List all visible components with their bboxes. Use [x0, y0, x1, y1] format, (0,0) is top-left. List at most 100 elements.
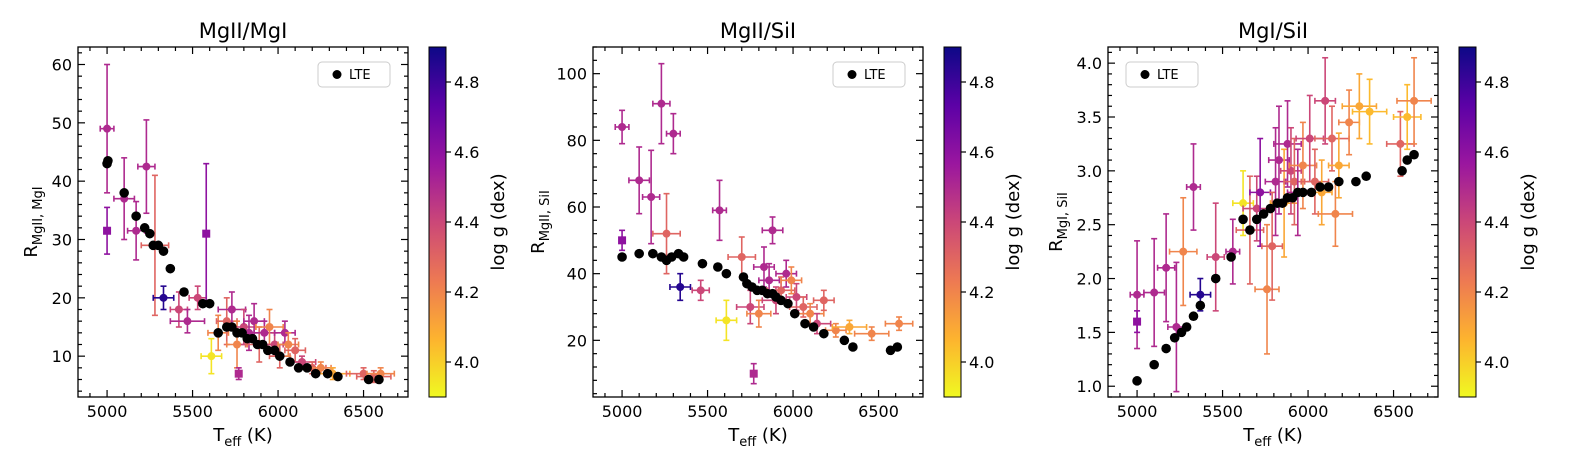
data-point [1239, 199, 1248, 208]
y-tick-label: 60 [567, 198, 587, 217]
lte-point [1245, 225, 1255, 235]
lte-point [1351, 176, 1361, 187]
lte-point [131, 211, 141, 221]
data-point [845, 323, 854, 331]
colorbar-tick-label: 4.0 [454, 353, 479, 372]
data-point [1211, 253, 1220, 261]
colorbar-tick-label: 4.8 [1484, 73, 1509, 92]
data-point [777, 286, 786, 295]
data-point-square [618, 236, 627, 245]
lte-point [1306, 187, 1317, 198]
y-tick-label: 30 [52, 231, 72, 250]
lte-point [1334, 176, 1344, 187]
data-point [867, 329, 876, 338]
x-tick-label: 6000 [773, 402, 814, 421]
colorbar: log g (dex) 4.0 4.2 4.4 4.6 4.8 [943, 46, 1024, 398]
plot-area [99, 63, 396, 385]
lte-point [1397, 166, 1407, 176]
x-axis-label-main: T [1242, 425, 1255, 446]
data-point [676, 283, 685, 291]
data-point [831, 326, 840, 335]
lte-point [158, 246, 169, 256]
colorbar-tick-label: 4.6 [969, 143, 994, 162]
lte-point [285, 357, 295, 367]
x-axis-label-unit: (K) [756, 425, 788, 446]
data-point [1274, 156, 1283, 165]
lte-point [1258, 209, 1269, 219]
colorbar-gradient [943, 46, 962, 398]
data-point [669, 129, 678, 138]
colorbar-label: log g (dex) [1003, 173, 1024, 270]
y-axis-label-main: R [528, 241, 549, 254]
plot-area [614, 62, 914, 385]
lte-point [363, 374, 374, 385]
data-point [782, 269, 791, 278]
legend-box [832, 61, 906, 88]
data-point [103, 124, 112, 133]
data-point [132, 226, 141, 235]
y-tick-label: 20 [52, 289, 72, 308]
data-point [759, 263, 768, 271]
data-point [768, 226, 777, 235]
plot-frame [1107, 46, 1439, 398]
data-point [291, 346, 300, 355]
legend-box [1125, 61, 1199, 88]
y-tick-label: 10 [52, 347, 72, 366]
x-axis-label-main: T [212, 425, 225, 446]
lte-point [1210, 273, 1221, 284]
data-point [193, 293, 202, 302]
y-tick-label: 40 [567, 265, 587, 284]
data-point [1334, 161, 1343, 170]
data-point [765, 276, 774, 285]
data-point [1321, 96, 1330, 105]
data-point [1179, 247, 1188, 256]
data-point [233, 340, 242, 349]
y-tick-label: 40 [52, 172, 72, 191]
colorbar-gradient [428, 46, 447, 398]
data-point-square [749, 369, 758, 378]
data-point [1252, 204, 1261, 213]
lte-point [1149, 359, 1159, 370]
data-point-square [103, 226, 112, 235]
y-axis-label-main: R [1046, 239, 1067, 252]
colorbar-tick-label: 4.2 [969, 283, 994, 302]
data-point [787, 276, 796, 285]
data-point [806, 309, 815, 318]
x-axis-label-main: T [727, 425, 740, 446]
lte-point [634, 248, 644, 259]
lte-point [808, 322, 819, 332]
data-point [227, 305, 236, 314]
y-tick-label: 100 [556, 65, 587, 84]
lte-point [103, 155, 113, 166]
data-point [174, 305, 183, 314]
data-point [746, 303, 755, 311]
colorbar-label: log g (dex) [1518, 173, 1539, 270]
y-tick-label: 80 [567, 131, 587, 150]
lte-point [119, 188, 129, 198]
colorbar-tick-label: 4.4 [969, 213, 994, 232]
lte-point [1361, 171, 1371, 182]
data-point [316, 363, 325, 372]
data-point-square [234, 369, 243, 378]
lte-point [1181, 322, 1192, 332]
data-point [1189, 183, 1198, 191]
data-point-square [202, 229, 211, 238]
lte-point [1409, 149, 1419, 160]
lte-point [1238, 214, 1248, 225]
lte-point [1298, 187, 1308, 198]
data-point [1298, 161, 1307, 170]
data-point [754, 309, 763, 318]
lte-point [274, 351, 285, 361]
data-point [1305, 134, 1314, 143]
legend-marker [332, 70, 342, 79]
colorbar-tick-label: 4.8 [454, 73, 479, 92]
lte-point [213, 328, 224, 338]
lte-point [697, 258, 708, 269]
data-point [1283, 139, 1292, 148]
x-axis-label-sub: eff [224, 435, 242, 450]
x-axis-label-unit: (K) [241, 425, 273, 446]
x-tick-label: 6000 [258, 402, 299, 421]
colorbar-tick-label: 4.6 [454, 143, 479, 162]
lte-point [302, 363, 312, 373]
